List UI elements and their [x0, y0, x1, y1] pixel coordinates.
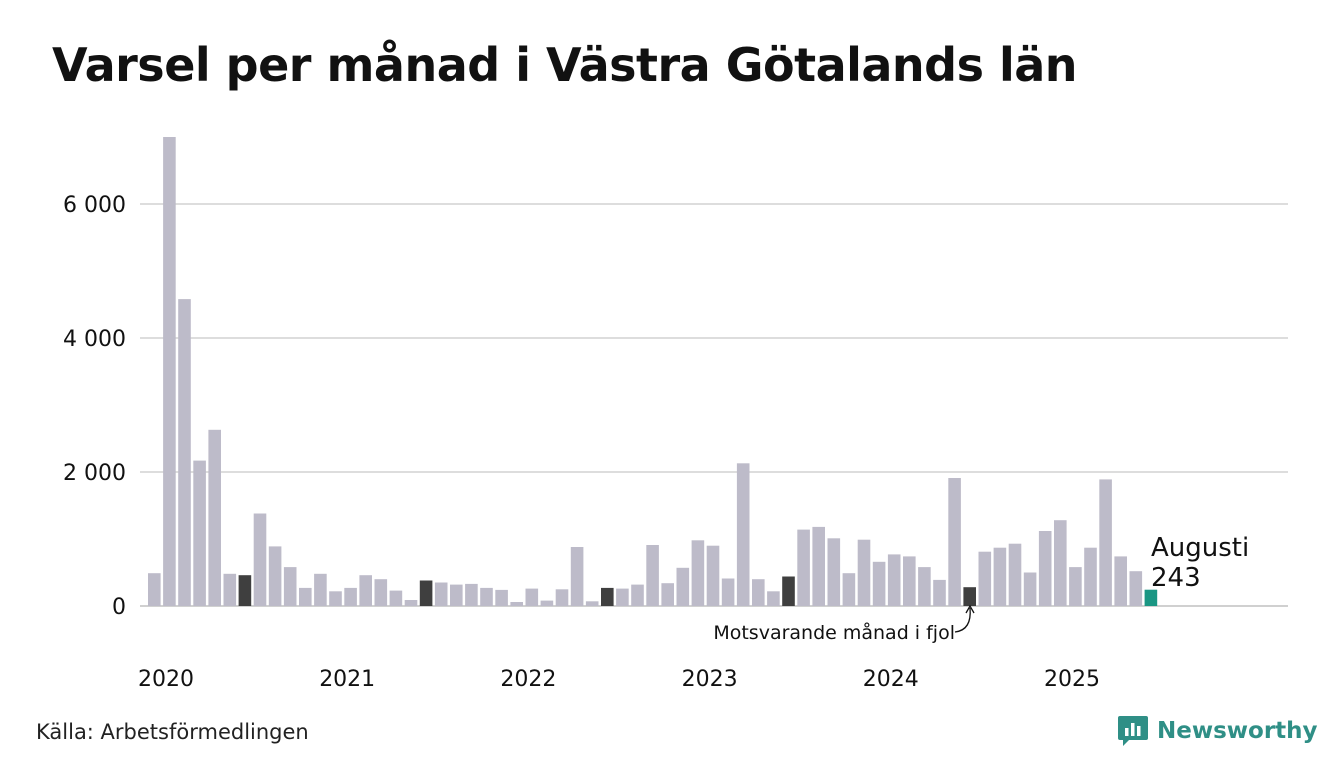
bar — [797, 529, 810, 606]
y-tick-label: 2 000 — [63, 461, 126, 486]
bar — [872, 561, 886, 606]
page-title: Varsel per månad i Västra Götalands län — [52, 38, 1078, 92]
y-tick-label: 6 000 — [63, 193, 126, 218]
bar — [1054, 520, 1067, 606]
bar-same-month — [782, 576, 795, 606]
bar — [344, 587, 357, 606]
x-tick-label: 2023 — [682, 667, 738, 692]
bar — [842, 573, 856, 606]
bar — [706, 545, 720, 606]
newsworthy-logo-icon — [1118, 716, 1148, 746]
bar — [827, 538, 841, 606]
bar — [178, 299, 191, 606]
bar — [1129, 571, 1143, 606]
annotation-arrow — [954, 607, 971, 633]
bar — [903, 556, 916, 606]
bar — [616, 588, 629, 606]
y-axis-labels: 0 2 000 4 000 6 000 — [63, 193, 126, 620]
bar — [1099, 479, 1112, 606]
bar — [1084, 547, 1097, 606]
bar — [736, 463, 750, 606]
x-tick-label: 2022 — [500, 667, 556, 692]
bar — [555, 589, 569, 607]
current-month-label: Augusti — [1151, 533, 1249, 563]
bar — [721, 578, 735, 606]
bar — [691, 540, 705, 606]
bar — [752, 579, 765, 606]
bar — [208, 429, 221, 606]
x-axis-labels: 2020 2021 2022 2023 2024 2025 — [138, 667, 1100, 692]
bar — [404, 600, 418, 606]
bar — [1038, 531, 1052, 606]
bar — [495, 589, 508, 606]
bar — [480, 587, 493, 606]
brand-logo: Newsworthy — [1117, 714, 1318, 748]
bar — [1069, 567, 1082, 606]
x-tick-label: 2020 — [138, 667, 194, 692]
bar — [465, 583, 478, 606]
brand-name: Newsworthy — [1157, 718, 1318, 744]
same-month-last-year-label: Motsvarande månad i fjol — [713, 621, 955, 644]
bar — [450, 584, 463, 606]
bar — [163, 137, 176, 606]
bar — [193, 460, 206, 606]
bar — [374, 579, 388, 606]
bar — [585, 601, 599, 606]
bar — [570, 547, 584, 606]
bar — [540, 600, 554, 606]
bar — [646, 545, 659, 606]
bar — [812, 526, 825, 606]
source-note: Källa: Arbetsförmedlingen — [36, 720, 309, 744]
bar — [993, 547, 1007, 606]
bars — [148, 137, 1158, 607]
annotation-arrowhead — [965, 604, 975, 614]
bar — [329, 591, 342, 606]
bar — [887, 554, 901, 606]
annotations: Augusti 243 Motsvarande månad i fjol — [713, 533, 1249, 644]
bar — [223, 573, 237, 606]
bar-current-month — [1144, 589, 1158, 606]
bar-same-month — [601, 587, 614, 606]
bar — [857, 539, 871, 606]
y-tick-label: 4 000 — [63, 327, 126, 352]
bar — [661, 583, 674, 606]
bar — [434, 582, 448, 606]
bar — [283, 567, 297, 606]
bar — [268, 546, 282, 606]
x-tick-label: 2021 — [319, 667, 375, 692]
bar — [389, 590, 403, 606]
bar — [918, 567, 931, 606]
bar — [1114, 556, 1127, 606]
bar — [510, 602, 523, 606]
bar — [1008, 543, 1022, 606]
bar — [253, 513, 267, 606]
bar — [948, 478, 961, 606]
x-tick-label: 2025 — [1044, 667, 1100, 692]
bar — [359, 575, 372, 606]
current-month-value: 243 — [1151, 563, 1201, 593]
bar — [1023, 572, 1037, 606]
bar — [978, 551, 992, 606]
y-tick-label: 0 — [112, 595, 126, 620]
bar — [767, 591, 780, 606]
bar-same-month — [419, 580, 433, 606]
bar — [631, 584, 644, 606]
bar — [299, 587, 312, 606]
bar-same-month — [963, 587, 976, 606]
bar — [525, 588, 539, 606]
bar — [933, 579, 946, 606]
bar-same-month — [238, 575, 252, 606]
bar — [314, 573, 327, 606]
bar — [676, 567, 690, 606]
bar — [148, 573, 161, 606]
x-tick-label: 2024 — [863, 667, 919, 692]
